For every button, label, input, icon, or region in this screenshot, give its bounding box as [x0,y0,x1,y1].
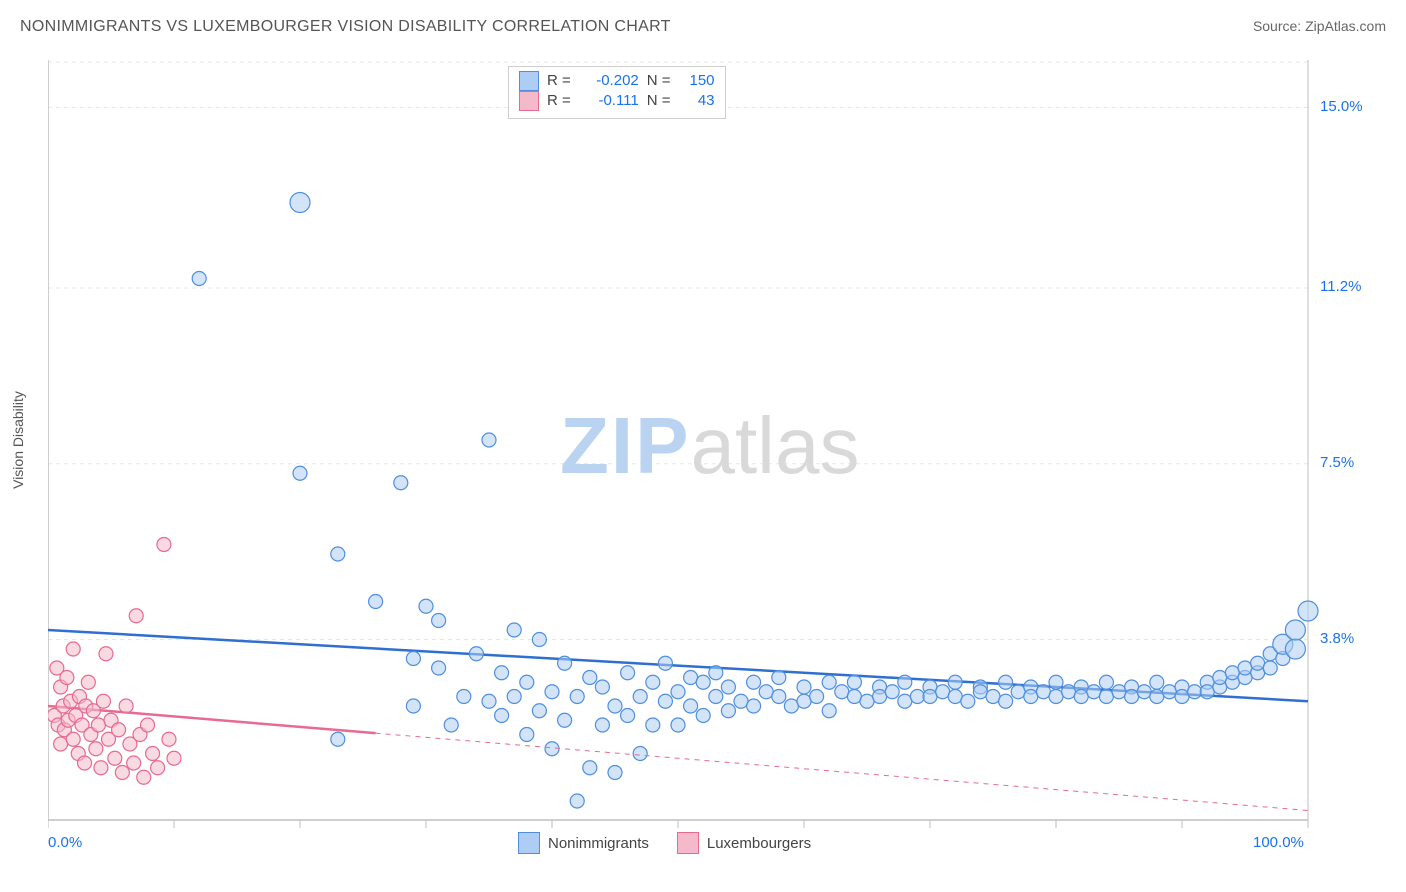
scatter-chart [48,60,1348,850]
legend-swatch [518,832,540,854]
r-value: -0.202 [579,71,639,91]
stats-box: R = -0.202 N = 150 R = -0.111 N = 43 [508,66,726,119]
r-label: R = [547,91,571,111]
n-label: N = [647,91,671,111]
y-axis-label: Vision Disability [10,391,26,489]
source-label: Source: ZipAtlas.com [1253,18,1386,34]
legend-item: Luxembourgers [677,832,811,854]
legend-label: Luxembourgers [707,835,811,852]
r-value: -0.111 [579,91,639,111]
stats-row: R = -0.202 N = 150 [519,71,715,91]
y-tick-label: 15.0% [1320,98,1363,115]
y-tick-label: 3.8% [1320,630,1354,647]
bottom-legend: Nonimmigrants Luxembourgers [518,832,811,854]
legend-swatch [677,832,699,854]
series-swatch [519,71,539,91]
y-tick-label: 7.5% [1320,454,1354,471]
chart-area [48,60,1348,820]
series-swatch [519,91,539,111]
x-tick-label: 0.0% [48,834,82,851]
n-label: N = [647,71,671,91]
r-label: R = [547,71,571,91]
legend-item: Nonimmigrants [518,832,649,854]
stats-row: R = -0.111 N = 43 [519,91,715,111]
x-tick-label: 100.0% [1253,834,1304,851]
n-value: 43 [679,91,715,111]
n-value: 150 [679,71,715,91]
chart-title: NONIMMIGRANTS VS LUXEMBOURGER VISION DIS… [20,18,671,36]
y-tick-label: 11.2% [1320,278,1361,295]
legend-label: Nonimmigrants [548,835,649,852]
